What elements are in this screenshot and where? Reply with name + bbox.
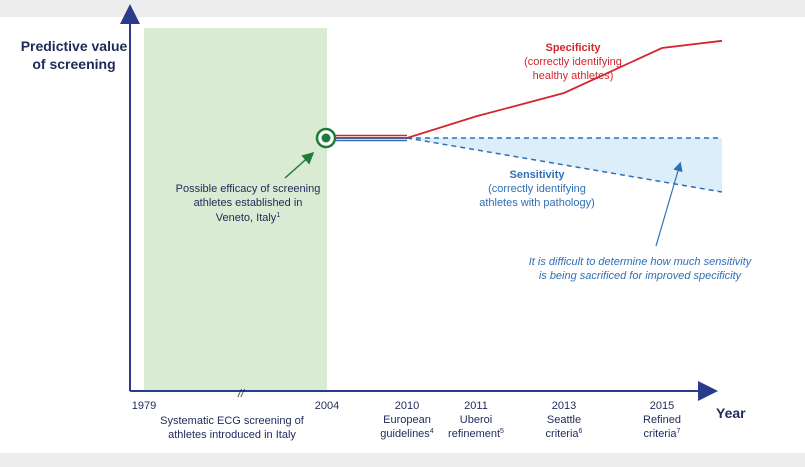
y-axis-label-line-2: of screening xyxy=(32,56,115,72)
note-line-1: It is difficult to determine how much se… xyxy=(529,256,753,268)
specificity-subtitle-2: healthy athletes) xyxy=(533,70,614,82)
x-axis-label: Year xyxy=(716,405,746,421)
sensitivity-subtitle-2: athletes with pathology) xyxy=(479,197,595,209)
x-tick-sublabel-2015-line-2: criteria7 xyxy=(644,428,681,440)
axis-break-marker: // xyxy=(237,388,245,400)
specificity-subtitle-1: (correctly identifying xyxy=(524,56,622,68)
x-tick-label-1979: 1979 xyxy=(132,400,156,412)
sensitivity-title: Sensitivity xyxy=(509,169,565,181)
specificity-title: Specificity xyxy=(545,42,601,54)
annotation-line-3: Veneto, Italy1 xyxy=(216,212,281,224)
x-tick-label-2010: 2010 xyxy=(395,400,419,412)
note-arrow-blue xyxy=(655,161,683,247)
annotation-line-2: athletes established in xyxy=(194,197,303,209)
x-tick-label-2015: 2015 xyxy=(650,400,674,412)
era-label-line-1: Systematic ECG screening of xyxy=(160,415,305,427)
note-line-2: is being sacrificed for improved specifi… xyxy=(539,270,743,282)
x-tick-sublabel-2011-line-2: refinement5 xyxy=(448,428,504,440)
chart-panel xyxy=(0,17,805,453)
x-tick-sublabel-2015-line-1: Refined xyxy=(643,414,681,426)
x-tick-sublabel-2010-line-2: guidelines4 xyxy=(380,428,434,440)
x-tick-label-2004: 2004 xyxy=(315,400,339,412)
era-label-line-2: athletes introduced in Italy xyxy=(168,429,296,441)
sensitivity-subtitle-1: (correctly identifying xyxy=(488,183,586,195)
start-marker-icon xyxy=(315,127,337,149)
x-tick-label-2011: 2011 xyxy=(464,400,488,412)
x-tick-sublabel-2010-line-1: European xyxy=(383,414,431,426)
annotation-arrow-green xyxy=(284,152,315,179)
shaded-era-band xyxy=(144,28,327,391)
annotation-line-1: Possible efficacy of screening xyxy=(176,183,321,195)
x-tick-sublabel-2013-line-1: Seattle xyxy=(547,414,581,426)
specificity-line xyxy=(406,39,723,139)
x-tick-label-2013: 2013 xyxy=(552,400,576,412)
sensitivity-gap-band xyxy=(407,138,722,192)
y-axis-label-line-1: Predictive value xyxy=(21,38,128,54)
x-tick-sublabel-2011-line-1: Uberoi xyxy=(460,414,492,426)
x-tick-sublabel-2013-line-2: criteria6 xyxy=(546,428,583,440)
